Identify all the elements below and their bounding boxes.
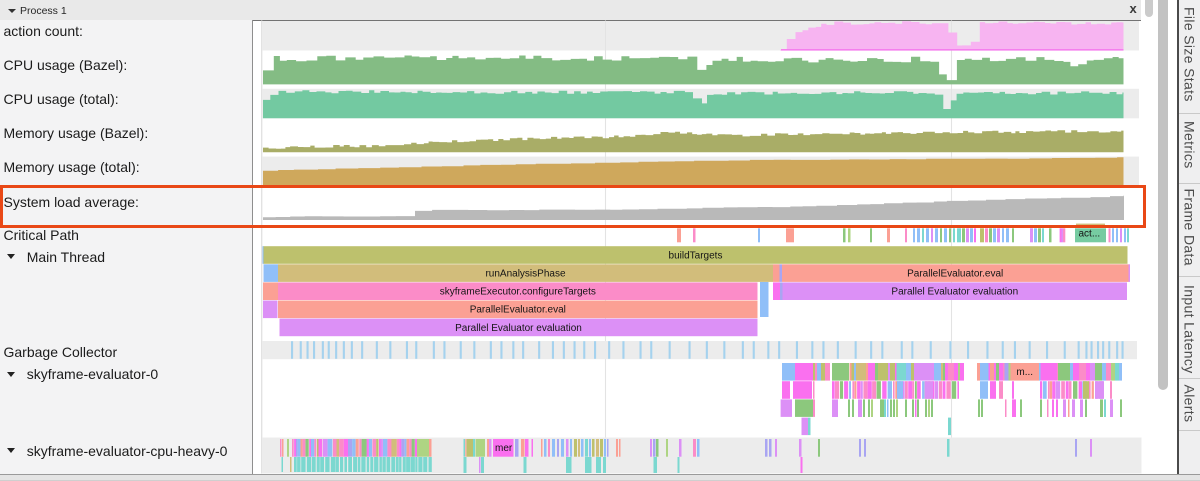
svg-text:Parallel Evaluator evaluation: Parallel Evaluator evaluation [891, 287, 1018, 298]
svg-text:ParallelEvaluator.eval: ParallelEvaluator.eval [470, 305, 566, 316]
svg-text:Parallel Evaluator evaluation: Parallel Evaluator evaluation [455, 323, 582, 334]
svg-text:act...: act... [1079, 229, 1101, 240]
svg-text:ParallelEvaluator.eval: ParallelEvaluator.eval [907, 269, 1003, 280]
svg-text:mer: mer [495, 443, 513, 454]
svg-text:runAnalysisPhase: runAnalysisPhase [485, 269, 565, 280]
svg-text:buildTargets: buildTargets [669, 250, 723, 261]
svg-text:m...: m... [1016, 367, 1033, 378]
svg-text:skyframeExecutor.configureTarg: skyframeExecutor.configureTargets [440, 287, 596, 298]
